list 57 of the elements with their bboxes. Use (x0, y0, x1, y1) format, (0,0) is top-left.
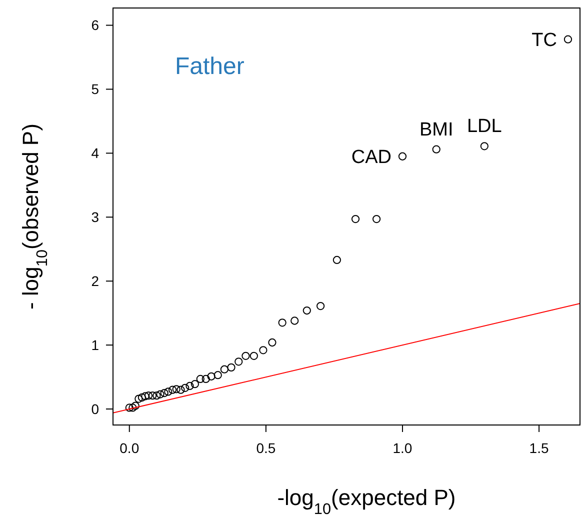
y-tick-label: 6 (91, 17, 100, 34)
annotation: TC (532, 30, 557, 51)
y-tick-label: 5 (91, 81, 100, 98)
point (278, 318, 286, 327)
annotation: BMI (419, 119, 454, 140)
point (351, 214, 360, 224)
point (250, 352, 258, 360)
point (138, 393, 146, 402)
point (148, 392, 157, 400)
annotation: LDL (466, 116, 502, 138)
point (176, 386, 185, 394)
point (186, 382, 194, 390)
point (172, 385, 180, 394)
point (125, 404, 134, 412)
annotation: CAD (351, 147, 392, 168)
point (144, 392, 153, 400)
point (190, 380, 199, 388)
point (141, 392, 150, 400)
point (131, 402, 140, 410)
y-tick-label: 2 (91, 272, 100, 289)
point (398, 152, 407, 160)
annotation: Father (175, 53, 244, 80)
point (168, 386, 177, 394)
y-tick-label: 3 (91, 209, 100, 226)
y-tick-label: 1 (91, 336, 100, 353)
point (480, 142, 488, 150)
point (268, 338, 276, 347)
x-tick-label: 0.0 (120, 440, 140, 456)
point (128, 404, 137, 412)
point (290, 316, 299, 325)
point (432, 145, 440, 154)
point (220, 365, 228, 374)
point (564, 35, 572, 44)
point (259, 346, 268, 354)
point (372, 214, 381, 224)
x-tick-label: 1.5 (529, 440, 549, 456)
point (242, 352, 250, 360)
point (214, 371, 222, 380)
y-tick-label: 0 (91, 400, 100, 417)
point (156, 390, 164, 398)
point (181, 384, 190, 392)
point (160, 388, 168, 398)
x-tick-label: 1.0 (392, 440, 412, 456)
point (316, 302, 325, 310)
point (152, 392, 161, 400)
x-tick-label: 0.5 (256, 440, 276, 456)
point (234, 358, 243, 366)
point (227, 363, 236, 372)
x-axis-title: -log$_{10}$(expected P) (277, 485, 456, 518)
point (196, 374, 204, 384)
point (302, 306, 311, 315)
y-tick-label: 4 (91, 145, 100, 162)
point (134, 394, 143, 403)
point (332, 256, 342, 264)
point (202, 374, 210, 384)
point (207, 372, 216, 380)
point (164, 388, 172, 396)
